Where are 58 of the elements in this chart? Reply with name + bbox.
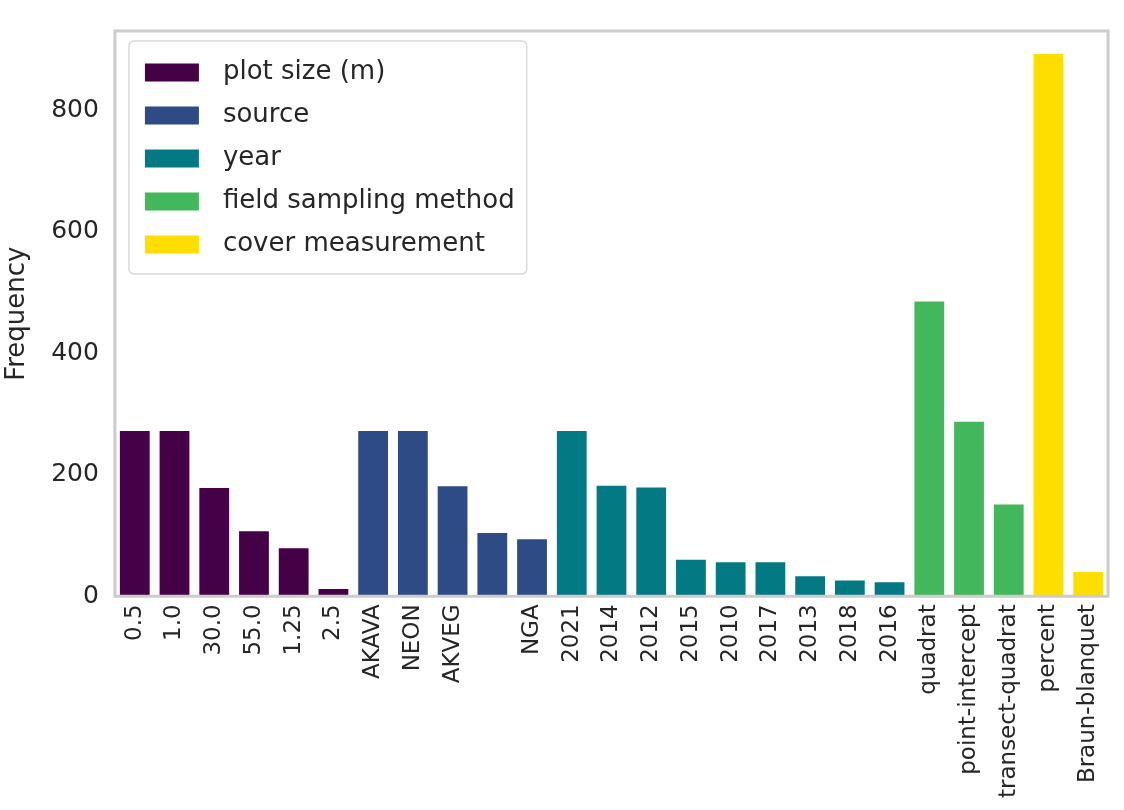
x-tick-label: 2018	[834, 604, 861, 663]
bar	[159, 430, 190, 597]
bar	[119, 430, 150, 597]
legend-label: year	[222, 141, 282, 172]
x-tick-label: point-intercept	[953, 604, 980, 775]
x-tick-label: 2013	[795, 604, 822, 663]
bar	[1073, 572, 1104, 597]
bar	[278, 548, 309, 597]
bar	[914, 301, 945, 597]
x-tick-label: 2010	[715, 604, 742, 663]
bar	[795, 576, 826, 597]
x-tick-label: quadrat	[914, 604, 941, 695]
x-tick-label: AKVEG	[437, 604, 464, 684]
y-tick-label: 0	[83, 579, 99, 609]
x-tick-label: 2012	[636, 604, 663, 663]
y-axis-title: Frequency	[0, 246, 31, 381]
x-tick-label: AKAVA	[358, 604, 385, 679]
bar	[358, 430, 389, 597]
bar	[676, 559, 706, 597]
y-tick-label: 200	[51, 458, 99, 488]
x-tick-label: 2014	[596, 604, 623, 663]
x-tick-label: percent	[1033, 604, 1060, 693]
x-tick-label: 0.5	[119, 604, 146, 641]
bar	[199, 488, 230, 597]
bar	[397, 430, 428, 597]
x-tick-label: NGA	[517, 604, 544, 656]
bar	[556, 430, 587, 597]
x-tick-label: 1.0	[159, 604, 186, 641]
legend-label: plot size (m)	[222, 55, 386, 86]
bar	[437, 486, 468, 597]
bar	[477, 533, 508, 597]
bar	[596, 485, 627, 597]
x-tick-label: 2.5	[318, 604, 345, 641]
x-tick-label: transect-quadrat	[993, 604, 1020, 799]
x-tick-label: Braun-blanquet	[1073, 604, 1100, 784]
bar	[874, 582, 905, 597]
x-tick-label: 2021	[556, 604, 583, 663]
bar	[715, 562, 746, 597]
bar	[636, 487, 667, 597]
y-tick-label: 400	[51, 336, 99, 366]
y-tick-label: 800	[51, 93, 99, 123]
bar	[517, 539, 547, 597]
x-tick-label: 2015	[675, 604, 702, 663]
x-tick-label: 2016	[874, 604, 901, 663]
x-tick-label: 1.25	[278, 604, 305, 656]
legend-label: source	[222, 98, 310, 129]
bar	[755, 562, 786, 597]
legend-label: cover measurement	[222, 227, 485, 258]
bar	[993, 504, 1024, 597]
bar	[954, 421, 984, 597]
y-tick-label: 600	[51, 215, 99, 245]
legend-label: field sampling method	[222, 184, 515, 215]
x-tick-label: NEON	[397, 604, 424, 672]
bar	[239, 531, 269, 597]
x-tick-label: 30.0	[199, 604, 226, 656]
x-tick-label: 55.0	[238, 604, 265, 656]
bar	[1033, 54, 1064, 597]
x-tick-label: 2017	[755, 604, 782, 663]
